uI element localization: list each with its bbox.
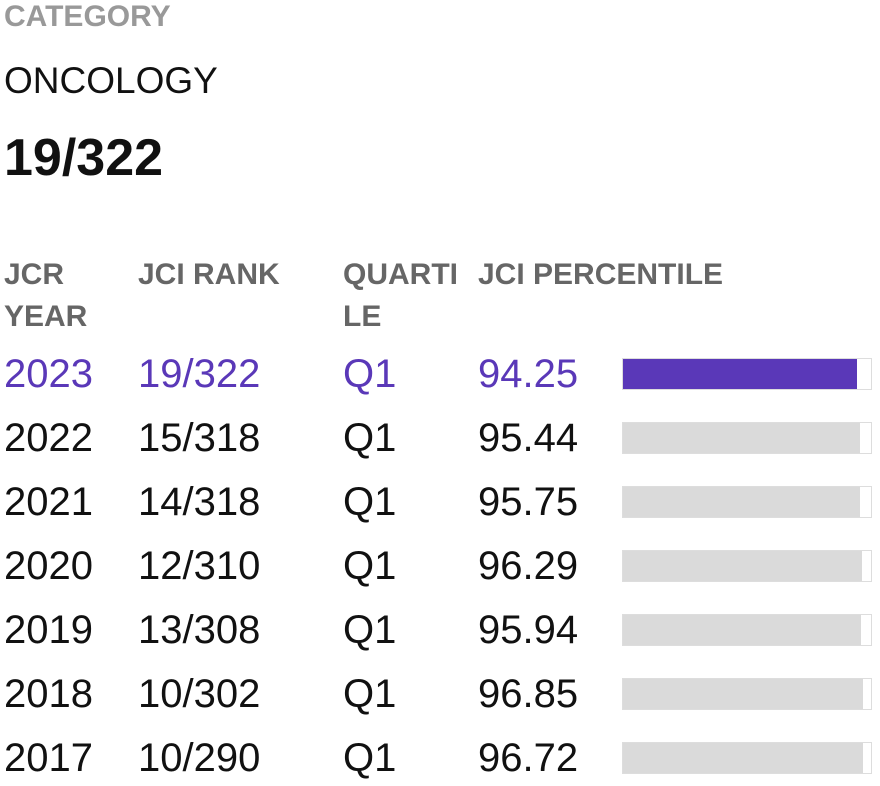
cell-year: 2017	[4, 736, 93, 780]
column-header: JCR YEAR	[4, 258, 88, 333]
cell-rank: 13/308	[138, 608, 261, 652]
column-header: JCI PERCENTILE	[478, 258, 724, 291]
category-name: ONCOLOGY	[4, 60, 218, 101]
percentile-track	[622, 742, 872, 774]
cell-year: 2023	[4, 352, 93, 396]
cell-rank: 10/290	[138, 736, 261, 780]
cell-rank: 19/322	[138, 352, 261, 396]
cell-percentile: 94.25	[478, 352, 579, 396]
cell-percentile: 95.75	[478, 480, 579, 524]
cell-percentile: 95.94	[478, 608, 579, 652]
percentile-track	[622, 678, 872, 710]
cell-quartile: Q1	[343, 544, 397, 588]
column-header: JCI RANK	[138, 258, 280, 291]
cell-rank: 10/302	[138, 672, 261, 716]
cell-year: 2022	[4, 416, 93, 460]
cell-rank: 14/318	[138, 480, 261, 524]
cell-percentile: 96.85	[478, 672, 579, 716]
cell-percentile: 95.44	[478, 416, 579, 460]
cell-quartile: Q1	[343, 480, 397, 524]
percentile-bar	[623, 423, 860, 453]
category-rank: 19/322	[4, 129, 164, 187]
cell-quartile: Q1	[343, 608, 397, 652]
percentile-bar	[623, 487, 861, 517]
cell-quartile: Q1	[343, 672, 397, 716]
cell-quartile: Q1	[343, 352, 397, 396]
percentile-bar	[623, 359, 857, 389]
column-header: QUARTILE	[343, 258, 458, 333]
cell-year: 2018	[4, 672, 93, 716]
percentile-track	[622, 614, 872, 646]
percentile-bar	[623, 679, 864, 709]
percentile-track	[622, 358, 872, 390]
percentile-bar	[623, 551, 862, 581]
percentile-track	[622, 486, 872, 518]
percentile-bar	[623, 743, 863, 773]
cell-rank: 15/318	[138, 416, 261, 460]
cell-year: 2020	[4, 544, 93, 588]
percentile-track	[622, 550, 872, 582]
percentile-bar	[623, 615, 861, 645]
cell-year: 2021	[4, 480, 93, 524]
cell-quartile: Q1	[343, 416, 397, 460]
cell-percentile: 96.72	[478, 736, 579, 780]
cell-quartile: Q1	[343, 736, 397, 780]
percentile-track	[622, 422, 872, 454]
cell-rank: 12/310	[138, 544, 261, 588]
category-label: CATEGORY	[4, 0, 171, 33]
cell-percentile: 96.29	[478, 544, 579, 588]
cell-year: 2019	[4, 608, 93, 652]
